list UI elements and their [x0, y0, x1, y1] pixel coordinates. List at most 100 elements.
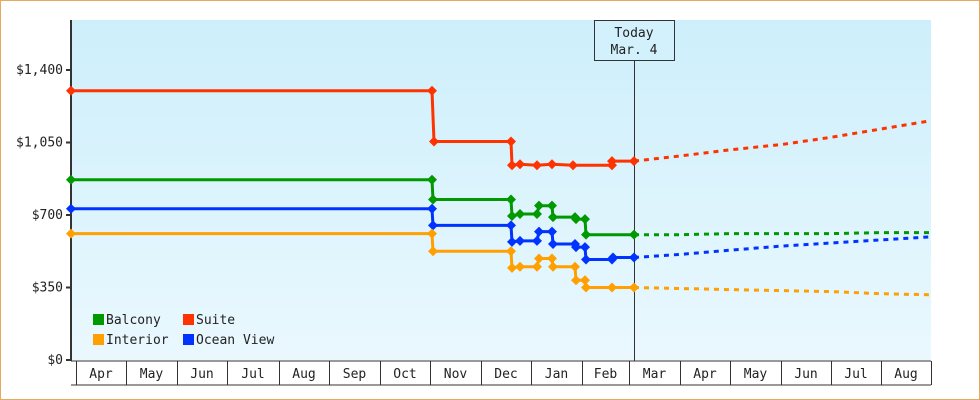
series-balcony [66, 174, 931, 240]
data-point [428, 246, 438, 257]
plot-area [71, 20, 931, 360]
data-point [534, 226, 544, 237]
data-point [532, 208, 542, 219]
legend-label: Suite [196, 313, 235, 328]
data-point [507, 236, 517, 247]
data-point [580, 275, 590, 286]
x-tick-label: Sep [343, 367, 367, 382]
x-tick-label: Apr [693, 367, 717, 382]
data-point [506, 220, 516, 231]
today-marker: Today Mar. 4 [594, 20, 675, 361]
x-tick-label: Mar [643, 367, 667, 382]
data-point [571, 242, 581, 253]
series-lines [66, 85, 932, 297]
data-point [581, 282, 591, 293]
x-tick-label: Jul [844, 367, 867, 382]
data-point [427, 228, 437, 239]
data-point [66, 228, 76, 239]
legend-item-suite: Suite [183, 313, 235, 328]
series-suite [66, 85, 932, 171]
legend-swatch [183, 314, 194, 325]
x-tick-label: Jan [545, 367, 568, 382]
legend-item-interior: Interior [93, 333, 169, 348]
data-point [515, 208, 525, 219]
data-point [580, 242, 590, 253]
x-tick-label: Dec [494, 367, 517, 382]
data-point [607, 156, 617, 167]
series-interior [66, 228, 932, 297]
data-point [581, 254, 591, 265]
data-point [66, 174, 76, 185]
data-point [515, 159, 525, 170]
x-tick-label: May [140, 367, 164, 382]
data-point [629, 282, 639, 293]
y-tick-label: $1,050 [16, 136, 63, 151]
data-point [568, 160, 578, 171]
data-point [507, 262, 517, 273]
data-point [532, 235, 542, 246]
data-point [506, 246, 516, 257]
today-date: Mar. 4 [611, 43, 658, 58]
data-point [607, 282, 617, 293]
data-point [547, 253, 557, 264]
data-point [571, 214, 581, 225]
x-tick-label: Jul [241, 367, 264, 382]
y-tick-label: $700 [32, 208, 63, 223]
data-point [429, 136, 439, 147]
data-point [548, 261, 558, 272]
data-point [580, 214, 590, 225]
legend-swatch [183, 334, 194, 345]
legend-swatch [93, 334, 104, 345]
legend-swatch [93, 314, 104, 325]
legend-label: Interior [106, 333, 169, 348]
data-point [506, 194, 516, 205]
data-point [548, 239, 558, 249]
legend-label: Ocean View [196, 333, 274, 348]
data-point [532, 261, 542, 272]
data-point [547, 200, 557, 211]
x-tick-label: Nov [444, 367, 468, 382]
data-point [629, 156, 639, 167]
data-point [427, 174, 437, 185]
data-point [629, 229, 639, 240]
y-tick-label: $0 [47, 353, 63, 368]
data-point [534, 253, 544, 264]
data-point [581, 229, 591, 240]
data-point [548, 212, 558, 223]
data-point [629, 252, 639, 263]
y-tick-label: $1,400 [16, 63, 63, 78]
data-point [534, 200, 544, 211]
data-point [507, 211, 517, 222]
x-tick-label: Jun [794, 367, 817, 382]
legend-item-balcony: Balcony [93, 313, 161, 328]
data-point [427, 203, 437, 214]
x-tick-label: Aug [894, 367, 917, 382]
x-axis: Apr May Jun Jul Aug Sep Oct Nov Dec Jan Feb Mar Apr M… [71, 360, 932, 386]
legend: Balcony Suite Interior Ocean View [93, 313, 274, 348]
x-tick-label: May [744, 367, 768, 382]
data-point [506, 136, 516, 147]
data-point [66, 85, 76, 96]
data-point [427, 85, 437, 96]
legend-item-ocean-view: Ocean View [183, 333, 274, 348]
x-tick-label: Feb [594, 367, 618, 382]
data-point [66, 203, 76, 214]
data-point [507, 160, 517, 171]
y-axis: $0 $350 $700 $1,050 $1,400 [16, 20, 72, 368]
data-point [570, 261, 580, 272]
data-point [571, 275, 581, 286]
series-ocean-view [66, 203, 932, 265]
data-point [428, 220, 438, 231]
y-tick-label: $350 [32, 281, 63, 296]
data-point [515, 261, 525, 272]
data-point [532, 160, 542, 171]
x-tick-label: Jun [190, 367, 213, 382]
data-point [547, 226, 557, 237]
data-point [515, 235, 525, 246]
today-label: Today [614, 26, 653, 41]
data-point [547, 159, 557, 170]
data-point [608, 252, 618, 263]
legend-label: Balcony [106, 313, 161, 328]
data-point [428, 194, 438, 205]
